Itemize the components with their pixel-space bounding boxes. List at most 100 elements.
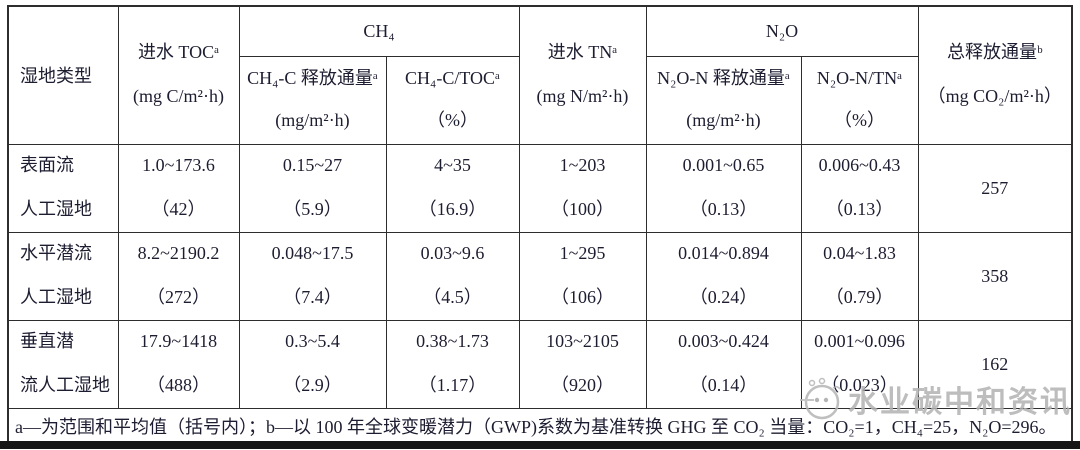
row1-type-line1: 水平潜流 (20, 243, 92, 264)
header-ch4-group-label: CH₄ (363, 20, 395, 41)
header-n2o-ratio-stack: N₂O-N/TNᵃ （%） (802, 68, 917, 131)
header-total-flux: 总释放通量ᵇ （mg CO₂/m²·h） (917, 5, 1073, 145)
row0-ch4-ratio-avg: （16.9） (418, 199, 487, 219)
row2-type-line1: 垂直潜 (20, 331, 74, 352)
row1-tn-stack: 1~295 （106） (520, 243, 645, 308)
row0-ch4-flux-stack: 0.15~27 （5.9） (240, 155, 385, 220)
header-influent-tn-label: 进水 TNᵃ (547, 42, 618, 63)
header-n2o-ratio-label: N₂O-N/TNᵃ (816, 68, 903, 89)
header-total-flux-unit: （mg CO₂/m²·h） (927, 86, 1062, 107)
row2-type: 垂直潜 流人工湿地 (7, 319, 119, 409)
row1-tn-avg: （106） (551, 287, 614, 307)
bottom-page-edge-bar (0, 441, 1080, 449)
row2-ch4-flux-avg: （2.9） (283, 375, 342, 395)
row1-n2o-ratio: 0.04~1.83 （0.79） (800, 231, 919, 321)
row2-tn-avg: （920） (551, 375, 614, 395)
row2-ch4-ratio-stack: 0.38~1.73 （1.17） (387, 331, 518, 396)
footnote-text: a—为范围和平均值（括号内）；b—以 100 年全球变暖潜力（GWP)系数为基准… (15, 416, 1057, 437)
row2-ch4-flux: 0.3~5.4 （2.9） (238, 319, 387, 409)
header-n2o-flux-unit: (mg/m²·h) (686, 110, 761, 130)
header-ch4-group: CH₄ (238, 5, 520, 57)
row0-type-line1: 表面流 (20, 155, 74, 176)
row0-type: 表面流 人工湿地 (7, 143, 119, 233)
row0-tn-avg: （100） (551, 199, 614, 219)
row1-ch4-flux-stack: 0.048~17.5 （7.4） (240, 243, 385, 308)
header-n2o-flux-stack: N₂O-N 释放通量ᵃ (mg/m²·h) (647, 68, 800, 131)
row0-n2o-flux-range: 0.001~0.65 (682, 155, 765, 176)
table-row-vertical-subsurface: 垂直潜 流人工湿地 17.9~1418 （488） 0.3~5.4 （2.9） (7, 319, 1073, 409)
row0-n2o-flux-avg: （0.13） (689, 199, 758, 219)
header-n2o-group-label: N₂O (765, 20, 799, 41)
row1-n2o-flux: 0.014~0.894 （0.24） (645, 231, 802, 321)
header-influent-toc: 进水 TOCᵃ (mg C/m²·h) (117, 5, 240, 145)
row1-n2o-ratio-stack: 0.04~1.83 （0.79） (802, 243, 917, 308)
row2-ch4-ratio-avg: （1.17） (418, 375, 487, 395)
row0-tn-range: 1~203 (559, 155, 606, 176)
header-ch4-flux-label: CH₄-C 释放通量ᵃ (247, 68, 378, 89)
emissions-table-container: 湿地类型 进水 TOCᵃ (mg C/m²·h) CH₄ 进水 TNᵃ (mg … (7, 5, 1073, 447)
row1-n2o-flux-stack: 0.014~0.894 （0.24） (647, 243, 800, 308)
row0-toc-stack: 1.0~173.6 （42） (119, 155, 238, 220)
row1-type: 水平潜流 人工湿地 (7, 231, 119, 321)
row0-n2o-ratio: 0.006~0.43 （0.13） (800, 143, 919, 233)
header-ch4-ratio-unit: （%） (427, 110, 478, 130)
header-ch4-flux-unit: (mg/m²·h) (275, 110, 350, 130)
row1-n2o-ratio-range: 0.04~1.83 (823, 243, 896, 264)
header-ch4-ratio-label: CH₄-C/TOCᵃ (405, 68, 500, 89)
header-influent-toc-unit: (mg C/m²·h) (133, 86, 224, 107)
row0-n2o-ratio-range: 0.006~0.43 (818, 155, 901, 176)
header-wetland-type: 湿地类型 (7, 5, 119, 145)
row2-n2o-flux-range: 0.003~0.424 (678, 331, 769, 352)
row1-n2o-flux-avg: （0.24） (689, 287, 758, 307)
row2-ch4-ratio: 0.38~1.73 （1.17） (385, 319, 520, 409)
header-influent-toc-label: 进水 TOCᵃ (137, 42, 220, 63)
row1-type-line2: 人工湿地 (20, 287, 92, 307)
row1-n2o-ratio-avg: （0.79） (825, 287, 894, 307)
row2-toc: 17.9~1418 （488） (117, 319, 240, 409)
row1-ch4-ratio-stack: 0.03~9.6 （4.5） (387, 243, 518, 308)
row2-n2o-flux-stack: 0.003~0.424 （0.14） (647, 331, 800, 396)
row1-toc-stack: 8.2~2190.2 （272） (119, 243, 238, 308)
header-n2o-flux-label: N₂O-N 释放通量ᵃ (657, 68, 790, 89)
row2-total-value: 162 (981, 353, 1009, 374)
row2-toc-range: 17.9~1418 (139, 331, 218, 352)
header-influent-toc-stack: 进水 TOCᵃ (mg C/m²·h) (119, 42, 238, 107)
row1-ch4-flux: 0.048~17.5 （7.4） (238, 231, 387, 321)
header-influent-tn: 进水 TNᵃ (mg N/m²·h) (518, 5, 647, 145)
row1-ch4-ratio-avg: （4.5） (423, 287, 482, 307)
row0-type-stack: 表面流 人工湿地 (9, 155, 117, 220)
row1-ch4-ratio: 0.03~9.6 （4.5） (385, 231, 520, 321)
row1-type-stack: 水平潜流 人工湿地 (9, 243, 117, 308)
row0-ch4-ratio: 4~35 （16.9） (385, 143, 520, 233)
header-influent-tn-unit: (mg N/m²·h) (536, 86, 629, 107)
row0-tn-stack: 1~203 （100） (520, 155, 645, 220)
row0-total: 257 (917, 143, 1073, 233)
header-n2o-flux: N₂O-N 释放通量ᵃ (mg/m²·h) (645, 55, 802, 145)
row0-n2o-flux-stack: 0.001~0.65 （0.13） (647, 155, 800, 220)
row0-n2o-ratio-avg: （0.13） (825, 199, 894, 219)
row0-toc: 1.0~173.6 （42） (117, 143, 240, 233)
row2-n2o-ratio-range: 0.001~0.096 (814, 331, 905, 352)
row2-n2o-flux: 0.003~0.424 （0.14） (645, 319, 802, 409)
row1-total: 358 (917, 231, 1073, 321)
row1-tn: 1~295 （106） (518, 231, 647, 321)
row0-ch4-ratio-stack: 4~35 （16.9） (387, 155, 518, 220)
header-influent-tn-stack: 进水 TNᵃ (mg N/m²·h) (520, 42, 645, 107)
header-n2o-ratio: N₂O-N/TNᵃ （%） (800, 55, 919, 145)
wetland-emissions-table: 湿地类型 进水 TOCᵃ (mg C/m²·h) CH₄ 进水 TNᵃ (mg … (7, 5, 1073, 447)
header-ch4-flux: CH₄-C 释放通量ᵃ (mg/m²·h) (238, 55, 387, 145)
row2-ch4-flux-stack: 0.3~5.4 （2.9） (240, 331, 385, 396)
row2-n2o-flux-avg: （0.14） (689, 375, 758, 395)
row0-n2o-flux: 0.001~0.65 （0.13） (645, 143, 802, 233)
row2-toc-avg: （488） (147, 375, 210, 395)
table-row-horizontal-subsurface: 水平潜流 人工湿地 8.2~2190.2 （272） 0.048~17.5 （7… (7, 231, 1073, 321)
header-ch4-flux-stack: CH₄-C 释放通量ᵃ (mg/m²·h) (240, 68, 385, 131)
header-ch4-ratio-stack: CH₄-C/TOCᵃ （%） (387, 68, 518, 131)
table-footnote-row: a—为范围和平均值（括号内）；b—以 100 年全球变暖潜力（GWP)系数为基准… (7, 407, 1073, 446)
header-ch4-ratio: CH₄-C/TOCᵃ （%） (385, 55, 520, 145)
row2-type-stack: 垂直潜 流人工湿地 (9, 331, 117, 396)
row1-total-value: 358 (981, 265, 1009, 286)
row2-total: 162 (917, 319, 1073, 409)
row0-ch4-flux-avg: （5.9） (283, 199, 342, 219)
row1-ch4-ratio-range: 0.03~9.6 (420, 243, 485, 264)
